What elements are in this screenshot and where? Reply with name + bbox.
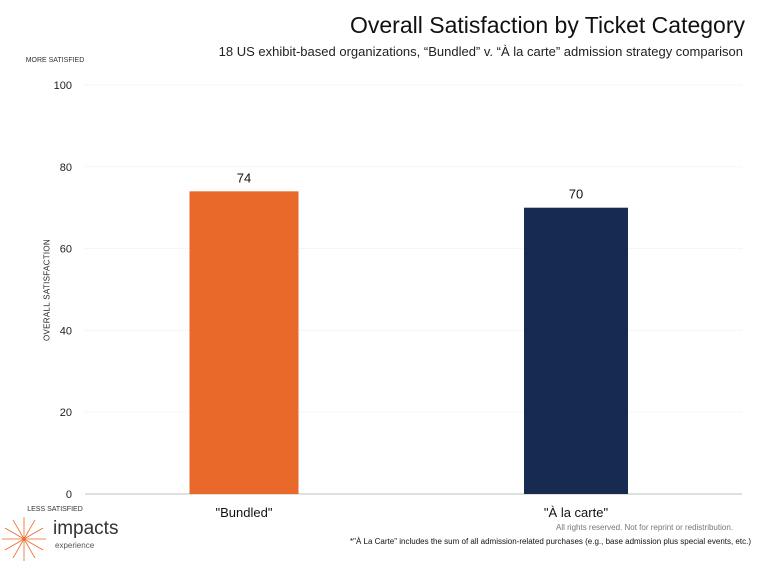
bar <box>189 191 299 494</box>
y-axis-top-label: MORE SATISFIED <box>25 57 85 64</box>
y-tick-label: 40 <box>60 325 72 337</box>
data-label: 74 <box>237 170 251 185</box>
y-tick-label: 20 <box>60 407 72 419</box>
logo-subtext: experience <box>55 541 95 550</box>
y-axis-bottom-label: LESS SATISFIED <box>27 506 83 513</box>
data-label: 70 <box>569 187 583 202</box>
y-tick-label: 100 <box>54 80 72 92</box>
impacts-logo-starburst-icon <box>2 517 46 561</box>
logo-wordmark: impacts <box>53 518 119 539</box>
y-tick-label: 60 <box>60 244 72 256</box>
bar <box>524 207 628 494</box>
x-tick-label: "Bundled" <box>216 505 273 520</box>
chart-subtitle: 18 US exhibit-based organizations, “Bund… <box>218 44 743 59</box>
x-tick-label: "À la carte" <box>544 505 609 520</box>
footnote: *"À La Carte" includes the sum of all ad… <box>350 537 751 546</box>
y-tick-label: 80 <box>60 162 72 174</box>
y-tick-label: 0 <box>66 489 72 501</box>
chart-title: Overall Satisfaction by Ticket Category <box>350 12 745 38</box>
rights-notice: All rights reserved. Not for reprint or … <box>556 523 733 532</box>
